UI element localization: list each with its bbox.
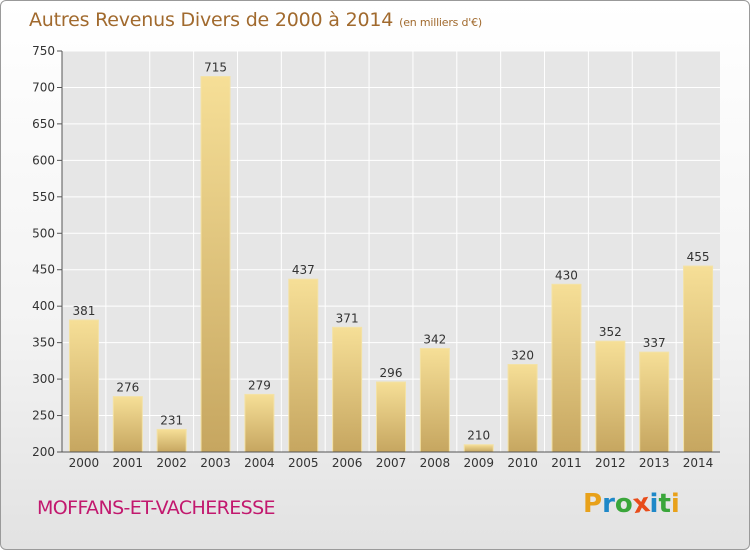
value-label-2011: 430 — [555, 268, 578, 282]
y-tick-label: 200 — [32, 445, 55, 459]
x-tick-label-2005: 2005 — [288, 456, 319, 470]
proxiti-logo: Proxiti — [583, 487, 680, 521]
bar-2001 — [112, 396, 143, 453]
value-label-2000: 381 — [72, 304, 95, 318]
commune-name: MOFFANS-ET-VACHERESSE — [37, 497, 276, 519]
x-tick-label-2001: 2001 — [113, 456, 144, 470]
y-tick-label: 700 — [32, 80, 55, 94]
logo-letter: i — [649, 489, 659, 519]
value-label-2002: 231 — [160, 413, 183, 427]
y-tick-label: 350 — [32, 336, 55, 350]
logo-letter: P — [583, 489, 603, 519]
bar-2006 — [332, 326, 363, 453]
logo-letter: t — [658, 489, 671, 519]
bar-2004 — [244, 393, 275, 453]
x-tick-label-2000: 2000 — [69, 456, 100, 470]
value-label-2003: 715 — [204, 61, 227, 75]
y-tick-label: 400 — [32, 299, 55, 313]
bar-2002 — [156, 428, 187, 453]
bar-2012 — [595, 340, 626, 453]
x-tick-label-2006: 2006 — [332, 456, 363, 470]
x-tick-label-2007: 2007 — [376, 456, 407, 470]
bar-2013 — [639, 351, 670, 453]
value-label-2009: 210 — [467, 429, 490, 443]
bar-2011 — [551, 283, 582, 453]
y-tick-label: 650 — [32, 117, 55, 131]
bar-2014 — [683, 265, 714, 453]
x-tick-label-2002: 2002 — [156, 456, 187, 470]
value-label-2013: 337 — [643, 336, 666, 350]
value-label-2001: 276 — [116, 381, 139, 395]
y-tick-label: 450 — [32, 263, 55, 277]
x-tick-label-2014: 2014 — [683, 456, 714, 470]
bars: 381 276 231 715 279 437 371 296 342 210 320 430 352 3… — [68, 61, 714, 453]
value-label-2008: 342 — [423, 332, 446, 346]
chart-title-text: Autres Revenus Divers de 2000 à 2014 — [29, 9, 394, 31]
chart-unit: (en milliers d'€) — [399, 16, 483, 29]
x-tick-label-2011: 2011 — [551, 456, 582, 470]
logo-letter: o — [614, 489, 633, 519]
value-label-2010: 320 — [511, 349, 534, 363]
x-tick-label-2008: 2008 — [420, 456, 451, 470]
bar-2010 — [507, 364, 538, 453]
y-tick-label: 550 — [32, 190, 55, 204]
y-tick-label: 600 — [32, 153, 55, 167]
value-label-2014: 455 — [687, 250, 710, 264]
bar-2003 — [200, 76, 231, 453]
x-tick-label-2009: 2009 — [463, 456, 494, 470]
axes: 200 250 300 350 400 450 500 550 600 650 700 750 2000… — [32, 44, 720, 470]
chart-title: Autres Revenus Divers de 2000 à 2014 (en … — [29, 9, 482, 31]
bar-2008 — [419, 347, 450, 453]
x-tick-label-2003: 2003 — [200, 456, 231, 470]
logo-letter: i — [670, 489, 680, 519]
logo-letter: x — [630, 487, 652, 521]
x-tick-label-2013: 2013 — [639, 456, 670, 470]
bar-2005 — [288, 278, 319, 453]
value-label-2004: 279 — [248, 378, 271, 392]
logo-letter: r — [602, 489, 615, 519]
value-label-2006: 371 — [336, 311, 359, 325]
value-label-2005: 437 — [292, 263, 315, 277]
bar-2007 — [376, 381, 406, 453]
x-tick-label-2012: 2012 — [595, 456, 626, 470]
value-label-2012: 352 — [599, 325, 622, 339]
x-tick-label-2010: 2010 — [507, 456, 538, 470]
bar-2000 — [68, 319, 99, 453]
value-label-2007: 296 — [380, 366, 403, 380]
x-tick-label-2004: 2004 — [244, 456, 275, 470]
bar-2009 — [463, 444, 494, 453]
y-tick-label: 500 — [32, 226, 55, 240]
y-tick-label: 250 — [32, 409, 55, 423]
y-tick-label: 300 — [32, 372, 55, 386]
y-tick-label: 750 — [32, 44, 55, 58]
